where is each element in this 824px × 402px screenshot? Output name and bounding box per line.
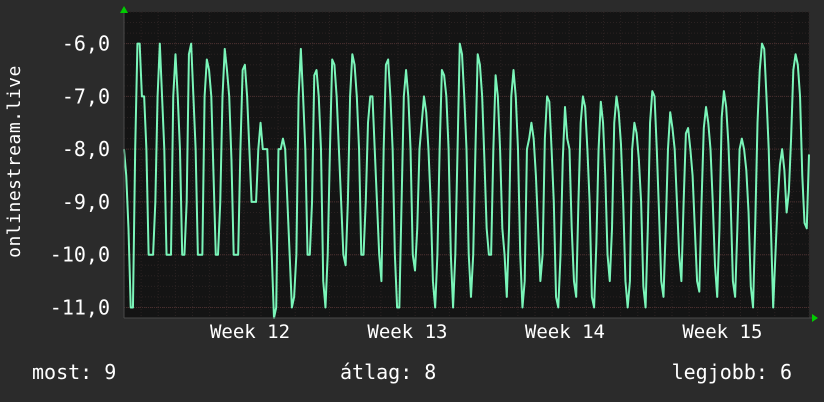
x-tick-label: Week 12 <box>210 321 290 343</box>
y-tick-label: -10,0 <box>50 243 110 267</box>
y-tick-label: -6,0 <box>62 32 110 56</box>
y-axis-label: onlinestream.live <box>0 0 28 322</box>
y-tick-label: -8,0 <box>62 137 110 161</box>
y-tick-label: -11,0 <box>50 295 110 319</box>
y-tick-label: -7,0 <box>62 84 110 108</box>
x-tick-label: Week 15 <box>682 321 762 343</box>
stats-bar: most: 9 átlag: 8 legjobb: 6 <box>0 360 824 390</box>
x-tick-label: Week 14 <box>525 321 605 343</box>
y-axis-label-text: onlinestream.live <box>3 64 25 258</box>
series-line <box>123 42 810 319</box>
x-tick-label: Week 13 <box>367 321 447 343</box>
line-chart: -6,0-7,0-8,0-9,0-10,0-11,0 Week 12 Week 1… <box>50 6 818 343</box>
y-tick-label: -9,0 <box>62 190 110 214</box>
y-axis-ticks: -6,0 -7,0 -8,0 -9,0 -10,0 -11,0 <box>50 32 110 320</box>
stat-average: átlag: 8 <box>340 360 437 384</box>
x-axis-ticks: Week 12 Week 13 Week 14 Week 15 <box>210 321 762 343</box>
stat-max: legjobb: 6 <box>671 360 792 384</box>
x-axis-arrow-icon <box>812 314 818 322</box>
y-axis-arrow-icon <box>120 6 128 13</box>
stat-current: most: 9 <box>32 360 117 384</box>
